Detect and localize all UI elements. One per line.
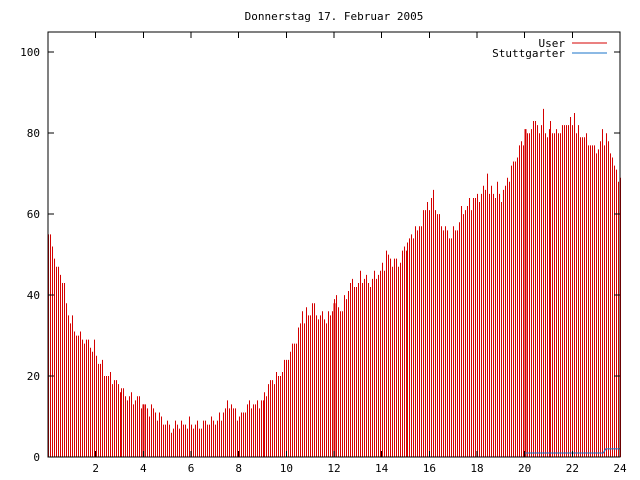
y-tick-label: 60 — [27, 208, 40, 221]
x-tick-label: 22 — [566, 462, 579, 475]
x-tick-label: 12 — [327, 462, 340, 475]
legend: User Stuttgarter — [492, 37, 607, 60]
chart-title: Donnerstag 17. Februar 2005 — [245, 10, 424, 23]
x-tick-label: 2 — [92, 462, 99, 475]
x-tick-label: 16 — [423, 462, 436, 475]
legend-label-stuttgarter: Stuttgarter — [492, 47, 565, 60]
x-tick-label: 24 — [613, 462, 627, 475]
x-tick-label: 14 — [375, 462, 389, 475]
y-tick-label: 80 — [27, 127, 40, 140]
y-tick-label: 100 — [20, 46, 40, 59]
x-tick-label: 8 — [235, 462, 242, 475]
x-tick-label: 10 — [280, 462, 293, 475]
y-tick-label: 40 — [27, 289, 40, 302]
x-tick-label: 20 — [518, 462, 531, 475]
x-tick-label: 4 — [140, 462, 147, 475]
x-tick-label: 18 — [470, 462, 483, 475]
legend-label-user: User — [539, 37, 566, 50]
y-tick-label: 0 — [33, 451, 40, 464]
series-layer — [48, 108, 621, 458]
x-tick-label: 6 — [188, 462, 195, 475]
y-tick-label: 20 — [27, 370, 40, 383]
